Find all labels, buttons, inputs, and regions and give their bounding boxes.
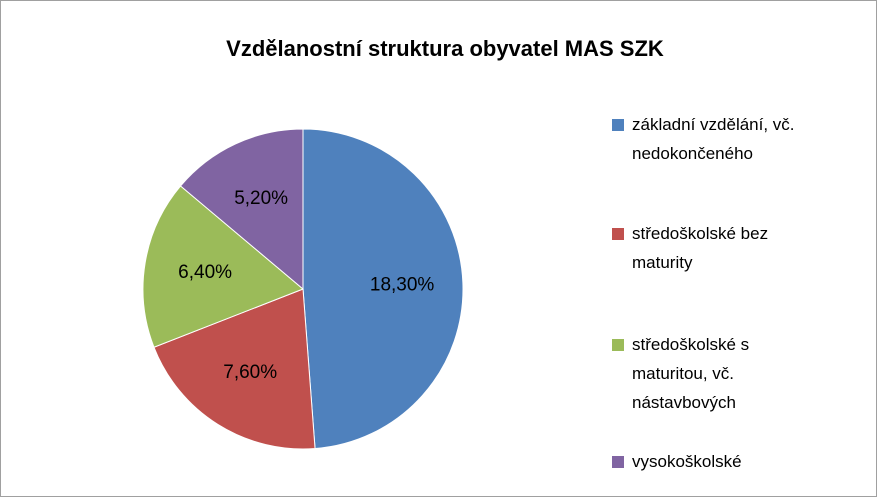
legend-swatch <box>612 456 624 468</box>
data-label: 7,60% <box>223 362 277 383</box>
legend-entry: středoškolské bez maturity <box>612 219 827 277</box>
legend-swatch <box>612 119 624 131</box>
data-label: 5,20% <box>234 188 288 209</box>
chart-title: Vzdělanostní struktura obyvatel MAS SZK <box>226 36 664 61</box>
pie-slice <box>153 288 316 450</box>
legend-swatch <box>612 339 624 351</box>
legend-entry: středoškolské s maturitou, vč. nástavbov… <box>612 330 827 417</box>
pie-slice <box>142 185 304 348</box>
data-label: 18,30% <box>370 274 435 295</box>
pie-slice <box>179 128 304 291</box>
legend-label: středoškolské s maturitou, vč. nástavbov… <box>632 335 750 412</box>
data-label: 6,40% <box>178 262 232 283</box>
legend-entry: vysokoškolské <box>612 447 827 476</box>
legend-label: základní vzdělání, vč. nedokončeného <box>632 115 795 163</box>
legend-entry: základní vzdělání, vč. nedokončeného <box>612 110 827 168</box>
legend-label: středoškolské bez maturity <box>632 224 769 272</box>
legend-label: vysokoškolské <box>632 452 742 471</box>
legend-swatch <box>612 228 624 240</box>
pie-slice <box>302 128 464 450</box>
